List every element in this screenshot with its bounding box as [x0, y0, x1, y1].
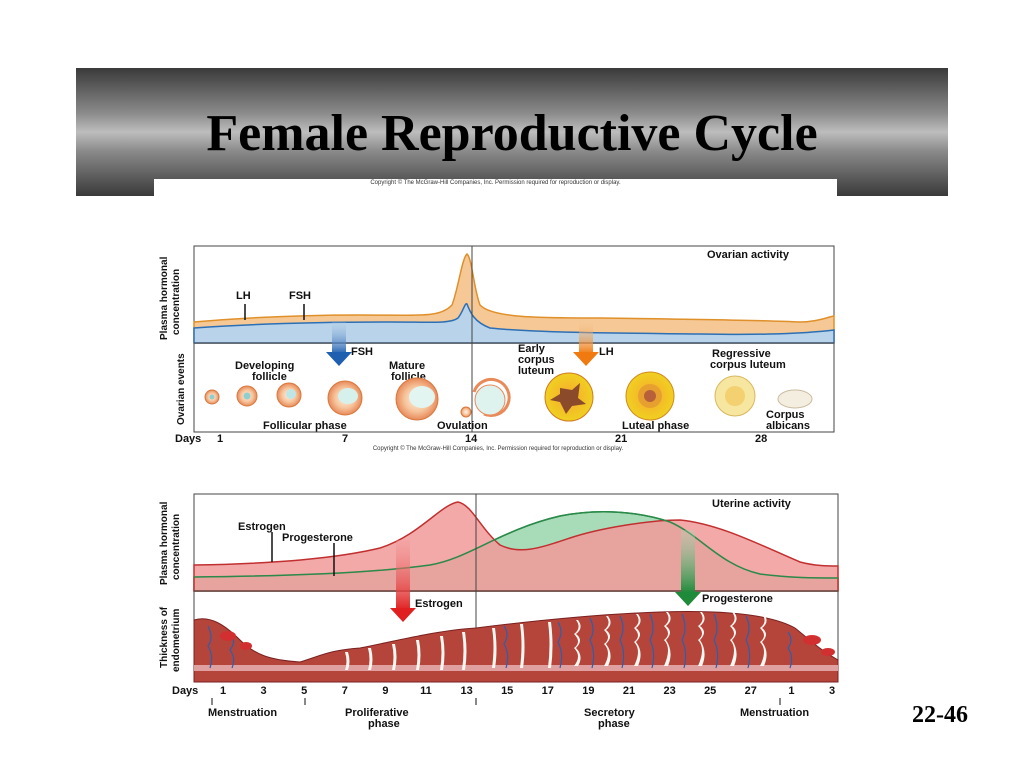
menstruation-phase-1: Menstruation: [208, 707, 277, 719]
uterine-day-6: 13: [460, 685, 472, 697]
uterine-day-13: 27: [745, 685, 757, 697]
uterine-y-label-bottom: Thickness of endometrium: [159, 604, 182, 672]
uterine-panel: Uterine activity Estrogen Progesterone E…: [159, 493, 839, 730]
lh-arrow-label: LH: [599, 346, 614, 358]
estrogen-curve-label: Estrogen: [238, 521, 286, 533]
uterine-activity-label: Uterine activity: [712, 498, 792, 510]
fsh-arrow: [326, 322, 352, 366]
uterine-day-15: 3: [829, 685, 835, 697]
uterine-day-10: 21: [623, 685, 635, 697]
copyright-top: Copyright © The McGraw-Hill Companies, I…: [370, 180, 621, 186]
uterine-day-9: 19: [582, 685, 594, 697]
ovarian-day-28: 28: [755, 433, 767, 445]
uterine-days-label: Days: [172, 685, 198, 697]
estrogen-curve: [193, 501, 839, 592]
uterine-day-12: 25: [704, 685, 716, 697]
ovarian-panel: LH FSH Ovarian activity FSH LH Developin…: [159, 245, 835, 452]
uterine-day-2: 5: [301, 685, 307, 697]
early-corpus-luteum-label: Early corpus luteum: [518, 343, 558, 377]
uterine-day-11: 23: [663, 685, 675, 697]
lh-arrow: [573, 322, 599, 366]
developing-follicle-label: Developing follicle: [235, 360, 297, 383]
uterine-day-5: 11: [420, 685, 432, 697]
ovulation-label: Ovulation: [437, 420, 488, 432]
copyright-mid: Copyright © The McGraw-Hill Companies, I…: [373, 445, 624, 452]
uterine-day-14: 1: [788, 685, 794, 697]
ovarian-activity-label: Ovarian activity: [707, 249, 790, 261]
uterine-y-label-top: Plasma hormonal concentration: [159, 499, 182, 585]
uterine-day-4: 9: [382, 685, 388, 697]
title-bar: Female Reproductive Cycle: [76, 68, 948, 196]
follicle-sequence: [204, 371, 813, 422]
estrogen-arrow-label: Estrogen: [415, 598, 463, 610]
fsh-label: FSH: [289, 290, 311, 302]
slide-title: Female Reproductive Cycle: [206, 105, 818, 162]
fsh-curve: [193, 303, 835, 344]
ovarian-day-21: 21: [615, 433, 627, 445]
endometrium-layer: [193, 611, 839, 683]
ovarian-y-label-top: Plasma hormonal concentration: [159, 254, 182, 340]
fsh-arrow-label: FSH: [351, 346, 373, 358]
progesterone-arrow-label: Progesterone: [702, 593, 773, 605]
ovarian-days-label: Days: [175, 433, 201, 445]
lh-curve: [193, 253, 835, 344]
follicular-phase-label: Follicular phase: [263, 420, 347, 432]
lh-label: LH: [236, 290, 251, 302]
copyright-strip: Copyright © The McGraw-Hill Companies, I…: [154, 179, 837, 196]
ovarian-day-14: 14: [465, 433, 478, 445]
luteal-phase-label: Luteal phase: [622, 420, 689, 432]
regressive-corpus-luteum-label: Regressive corpus luteum: [710, 348, 786, 371]
ovarian-y-label-bottom: Ovarian events: [176, 353, 187, 425]
progesterone-arrow: [675, 530, 701, 606]
uterine-day-1: 3: [261, 685, 267, 697]
ovarian-day-1: 1: [217, 433, 223, 445]
slide-number: 22-46: [912, 702, 968, 728]
uterine-day-0: 1: [220, 685, 226, 697]
proliferative-phase-label: Proliferative phase: [345, 707, 412, 730]
secretory-phase-label: Secretory phase: [584, 707, 638, 730]
uterine-day-ticks: 1 3 5 7 9 11 13 15 17 19 21 23 25 27 1 3: [220, 685, 835, 697]
uterine-day-7: 15: [501, 685, 513, 697]
uterine-day-3: 7: [342, 685, 348, 697]
progesterone-curve-label: Progesterone: [282, 532, 353, 544]
estrogen-arrow: [390, 540, 416, 622]
menstruation-phase-2: Menstruation: [740, 707, 809, 719]
corpus-albicans-label: Corpus albicans: [766, 409, 810, 432]
uterine-day-8: 17: [542, 685, 554, 697]
ovarian-day-7: 7: [342, 433, 348, 445]
